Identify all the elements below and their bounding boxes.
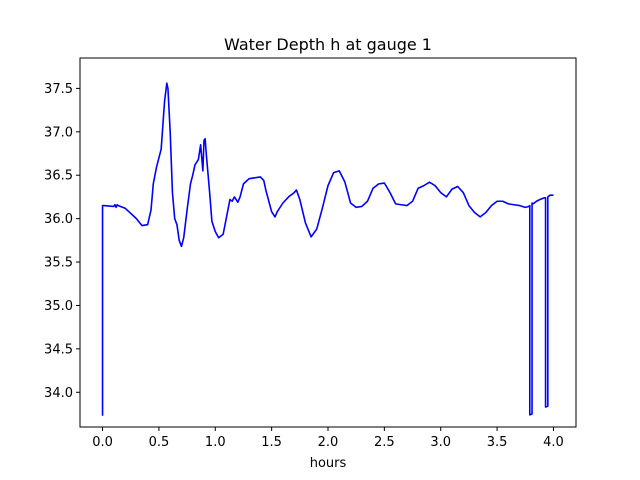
y-tick-label: 37.5 [44, 82, 73, 97]
y-axis-ticks: 34.0 34.5 35.0 35.5 36.0 36.5 37.0 37.5 [44, 82, 80, 401]
x-tick-label: 2.5 [374, 435, 395, 450]
y-tick-label: 34.5 [44, 342, 73, 357]
x-axis-label: hours [310, 456, 347, 471]
plot-area-frame [79, 57, 577, 428]
x-axis-ticks: 0.0 0.5 1.0 1.5 2.0 2.5 3.0 3.5 4.0 [92, 427, 564, 450]
y-tick-label: 36.5 [44, 169, 73, 184]
x-tick-label: 0.5 [149, 435, 170, 450]
y-tick-label: 34.0 [44, 386, 73, 401]
x-tick-label: 3.5 [487, 435, 508, 450]
x-tick-label: 2.0 [318, 435, 339, 450]
y-tick-label: 37.0 [44, 125, 73, 140]
x-tick-label: 1.0 [205, 435, 226, 450]
y-tick-label: 36.0 [44, 212, 73, 227]
x-tick-label: 4.0 [543, 435, 564, 450]
x-tick-label: 0.0 [92, 435, 113, 450]
x-tick-label: 1.5 [261, 435, 282, 450]
chart-title: Water Depth h at gauge 1 [224, 35, 432, 54]
series-line-0 [101, 82, 554, 416]
y-tick-label: 35.5 [44, 256, 73, 271]
plot-layer [101, 82, 554, 416]
y-tick-label: 35.0 [44, 299, 73, 314]
x-tick-label: 3.0 [430, 435, 451, 450]
